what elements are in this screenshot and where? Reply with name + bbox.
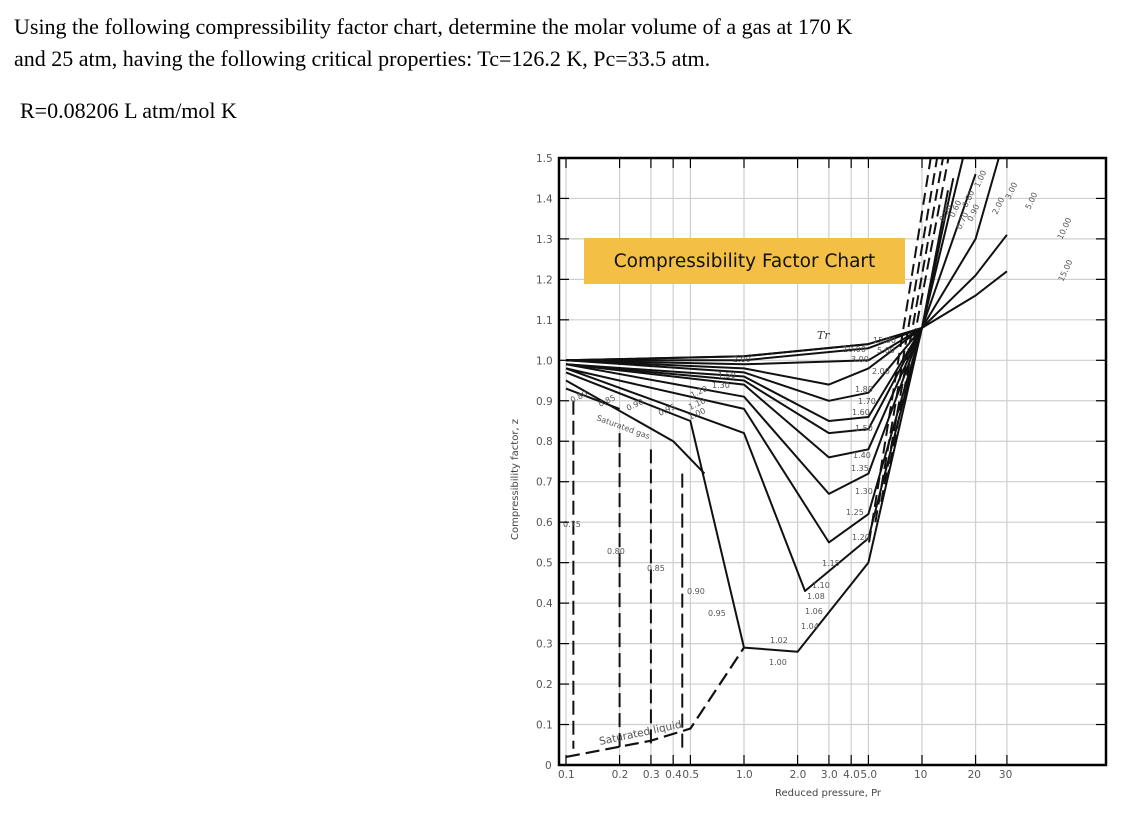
- isotherm-label: 1.35: [851, 464, 869, 473]
- isotherm-label: 5.00: [877, 346, 895, 355]
- chart-curves: [565, 157, 1008, 758]
- isotherm-label: 1.30: [855, 487, 873, 496]
- isotherm-label: 1.50: [855, 424, 873, 433]
- x-axis-label: Reduced pressure, Pr: [775, 788, 882, 799]
- x-tick-label: 0.2: [612, 769, 629, 781]
- x-tick-label: 3.0: [821, 769, 838, 781]
- liquid-isotherm-label: 0.75: [563, 520, 581, 529]
- y-axis-ticks: 0 0.1 0.2 0.3 0.4 0.5 0.6 0.7 0.8 0.9 1.0 1.1 1.2 1.3…: [536, 153, 1106, 772]
- x-tick-label: 10: [914, 769, 927, 781]
- isotherm-label: 1.10: [812, 581, 830, 590]
- isotherm-label: 15.00: [873, 336, 896, 345]
- chart-title-banner: Compressibility Factor Chart: [584, 238, 905, 284]
- x-axis-ticks: 0.1 0.2 0.3 0.4 0.5 1.0 2.0 3.0 4.0 5.0 10 20 30: [558, 158, 1012, 781]
- y-tick-label: 0: [545, 760, 552, 772]
- saturated-liquid-label: Saturated liquid: [598, 719, 683, 748]
- dashed-isotherm: [868, 157, 932, 543]
- x-tick-label: 1.0: [736, 769, 753, 781]
- isotherm-label: 1.60: [852, 408, 870, 417]
- x-tick-label: 4.0: [843, 769, 860, 781]
- gas-constant: R=0.08206 L atm/mol K: [20, 98, 237, 123]
- gas-isotherm-label: 1.30: [712, 381, 730, 390]
- question-line-2: and 25 atm, having the following critica…: [14, 46, 711, 71]
- isotherm-curve: [565, 327, 923, 435]
- chart-title: Compressibility Factor Chart: [613, 250, 876, 272]
- isotherm-label: 1.00: [769, 658, 787, 667]
- isotherm-curve: [565, 190, 949, 422]
- y-tick-label: 0.5: [536, 558, 553, 570]
- liquid-isotherm-label: 0.80: [607, 547, 625, 556]
- y-tick-label: 0.2: [536, 679, 553, 691]
- isotherm-curve: [565, 270, 1008, 362]
- y-tick-label: 0.3: [536, 639, 553, 651]
- x-tick-label: 2.0: [790, 769, 807, 781]
- y-tick-label: 1.3: [536, 234, 553, 246]
- x-tick-label: 0.3: [643, 769, 660, 781]
- isotherm-label: 1.04: [801, 622, 819, 631]
- dashed-isotherm: [885, 157, 950, 482]
- isotherm-label: 1.25: [846, 508, 864, 517]
- x-tick-label: 0.4: [665, 769, 682, 781]
- x-tick-label: 20: [968, 769, 981, 781]
- plot-frame: [557, 156, 1108, 767]
- gas-isotherm-label: 0.90: [625, 397, 645, 413]
- y-tick-label: 0.9: [536, 396, 553, 408]
- high-pressure-isotherm-label: 5.00: [1024, 191, 1040, 211]
- x-tick-label: 30: [999, 769, 1012, 781]
- saturated-liquid-curve: [565, 646, 745, 758]
- y-tick-label: 0.4: [536, 598, 553, 610]
- y-axis-label: Compressibility factor, z: [510, 419, 521, 540]
- dashed-isotherm: [874, 157, 939, 523]
- y-tick-label: 0.8: [536, 436, 553, 448]
- isotherm-curve: [565, 327, 923, 495]
- y-tick-label: 0.1: [536, 720, 553, 732]
- isotherm-label: 1.80: [855, 385, 873, 394]
- isotherm-label: 1.02: [770, 636, 788, 645]
- y-tick-label: 0.6: [536, 517, 553, 529]
- x-tick-label: 0.1: [558, 769, 575, 781]
- isotherm-curve: [565, 327, 923, 653]
- y-tick-label: 1.2: [536, 274, 553, 286]
- isotherm-label: 10.00: [843, 345, 866, 354]
- isotherm-label: 1.40: [853, 451, 871, 460]
- isotherm-label: 1.70: [858, 397, 876, 406]
- isotherm-curve: [565, 327, 923, 544]
- high-pressure-isotherm-label: 10.00: [1056, 216, 1074, 241]
- dashed-isotherm: [880, 157, 944, 503]
- isotherm-label: 3.00: [851, 355, 869, 364]
- isotherm-label: 1.06: [805, 607, 823, 616]
- tr-parameter-label: Tr: [817, 329, 830, 342]
- isotherm-label: 1.15: [822, 559, 840, 568]
- y-tick-label: 1.5: [536, 153, 553, 165]
- liquid-isotherm-label: 0.95: [708, 609, 726, 618]
- isotherm-curve: [565, 327, 923, 592]
- y-tick-label: 0.7: [536, 477, 553, 489]
- x-tick-label: 0.5: [682, 769, 699, 781]
- liquid-isotherm-label: 0.85: [647, 564, 665, 573]
- y-tick-label: 1.0: [536, 355, 553, 367]
- y-tick-label: 1.4: [536, 193, 553, 205]
- question-line-1: Using the following compressibility fact…: [14, 14, 853, 39]
- isotherm-curve: [565, 379, 706, 475]
- isotherm-curve: [565, 387, 620, 410]
- saturated-gas-label: Saturated gas: [595, 413, 651, 441]
- liquid-isotherm-label: 0.90: [687, 587, 705, 596]
- gas-isotherm-label: 1.50: [718, 371, 736, 380]
- isotherm-curve: [565, 173, 977, 366]
- y-tick-label: 1.1: [536, 315, 553, 327]
- x-tick-label: 5.0: [860, 769, 877, 781]
- isotherm-curve: [565, 234, 1008, 362]
- isotherm-label: 1.08: [807, 592, 825, 601]
- isotherm-curve: [566, 157, 1000, 362]
- gas-isotherm-label: 2.00: [733, 355, 751, 364]
- isotherm-label: 1.20: [852, 533, 870, 542]
- isotherm-curve: [565, 327, 923, 459]
- isotherm-label: 2.00: [872, 367, 890, 376]
